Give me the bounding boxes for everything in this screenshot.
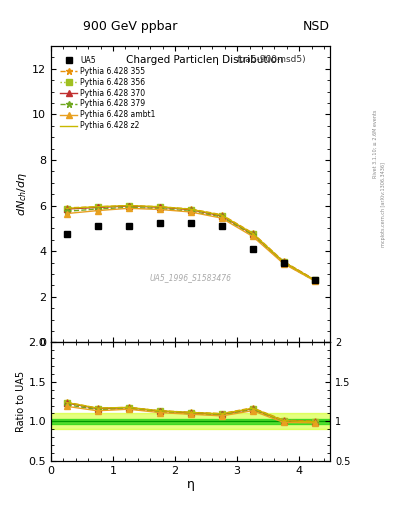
Pythia 6.428 355 <box>312 276 317 283</box>
Pythia 6.428 379 <box>157 205 162 211</box>
Pythia 6.428 z2 <box>157 204 162 210</box>
Pythia 6.428 355 <box>126 203 131 209</box>
Pythia 6.428 z2 <box>250 230 255 237</box>
Pythia 6.428 356 <box>157 204 162 210</box>
Pythia 6.428 356 <box>312 277 317 283</box>
Pythia 6.428 355 <box>157 204 162 210</box>
Pythia 6.428 370 <box>95 204 100 210</box>
Pythia 6.428 ambt1 <box>312 278 317 284</box>
UA5 <box>250 246 255 252</box>
Pythia 6.428 z2 <box>312 277 317 283</box>
Pythia 6.428 370 <box>312 277 317 283</box>
Pythia 6.428 370 <box>250 231 255 237</box>
Pythia 6.428 379 <box>312 278 317 284</box>
Line: UA5: UA5 <box>63 219 318 283</box>
X-axis label: η: η <box>187 478 195 492</box>
Pythia 6.428 355 <box>281 259 286 265</box>
Pythia 6.428 379 <box>281 260 286 266</box>
Line: Pythia 6.428 356: Pythia 6.428 356 <box>64 203 318 283</box>
Pythia 6.428 z2 <box>126 203 131 209</box>
Pythia 6.428 355 <box>250 230 255 236</box>
Text: 900 GeV ppbar: 900 GeV ppbar <box>83 20 177 33</box>
Pythia 6.428 370 <box>126 203 131 209</box>
Bar <box>51 419 330 423</box>
Pythia 6.428 356 <box>126 203 131 209</box>
Pythia 6.428 z2 <box>188 206 193 212</box>
Pythia 6.428 355 <box>64 205 69 211</box>
Pythia 6.428 356 <box>64 206 69 212</box>
Pythia 6.428 z2 <box>64 205 69 211</box>
Bar <box>51 413 330 429</box>
Text: NSD: NSD <box>303 20 330 33</box>
Y-axis label: Ratio to UA5: Ratio to UA5 <box>16 371 26 432</box>
Pythia 6.428 379 <box>64 208 69 215</box>
Pythia 6.428 ambt1 <box>64 210 69 217</box>
UA5 <box>312 276 317 283</box>
Pythia 6.428 370 <box>64 206 69 212</box>
Pythia 6.428 370 <box>281 259 286 265</box>
Y-axis label: $dN_{ch}/d\eta$: $dN_{ch}/d\eta$ <box>15 172 29 217</box>
Pythia 6.428 ambt1 <box>219 215 224 221</box>
Pythia 6.428 356 <box>95 204 100 210</box>
Pythia 6.428 379 <box>126 204 131 210</box>
Pythia 6.428 356 <box>188 207 193 213</box>
Pythia 6.428 ambt1 <box>250 233 255 240</box>
UA5 <box>281 260 286 266</box>
Text: Rivet 3.1.10; ≥ 2.6M events: Rivet 3.1.10; ≥ 2.6M events <box>373 109 378 178</box>
Pythia 6.428 355 <box>95 204 100 210</box>
Pythia 6.428 z2 <box>281 259 286 265</box>
UA5 <box>95 223 100 229</box>
Line: Pythia 6.428 355: Pythia 6.428 355 <box>63 202 318 283</box>
Line: Pythia 6.428 z2: Pythia 6.428 z2 <box>66 206 315 280</box>
UA5 <box>188 220 193 226</box>
Pythia 6.428 379 <box>188 208 193 215</box>
Pythia 6.428 370 <box>157 204 162 210</box>
Pythia 6.428 370 <box>219 213 224 219</box>
UA5 <box>219 223 224 229</box>
Pythia 6.428 356 <box>281 259 286 265</box>
Pythia 6.428 379 <box>250 232 255 238</box>
Pythia 6.428 ambt1 <box>281 261 286 267</box>
Text: (ua5-900-nsd5): (ua5-900-nsd5) <box>237 55 306 64</box>
Pythia 6.428 370 <box>188 207 193 213</box>
Pythia 6.428 379 <box>95 206 100 212</box>
UA5 <box>126 223 131 229</box>
Pythia 6.428 z2 <box>95 204 100 210</box>
Pythia 6.428 ambt1 <box>95 207 100 214</box>
Pythia 6.428 ambt1 <box>157 206 162 212</box>
Pythia 6.428 355 <box>188 206 193 212</box>
Pythia 6.428 ambt1 <box>188 209 193 215</box>
Pythia 6.428 355 <box>219 211 224 218</box>
Line: Pythia 6.428 ambt1: Pythia 6.428 ambt1 <box>64 205 318 284</box>
Pythia 6.428 356 <box>250 231 255 237</box>
UA5 <box>157 220 162 226</box>
UA5 <box>64 231 69 237</box>
Line: Pythia 6.428 370: Pythia 6.428 370 <box>64 203 318 283</box>
Pythia 6.428 379 <box>219 214 224 220</box>
Line: Pythia 6.428 379: Pythia 6.428 379 <box>63 204 318 284</box>
Pythia 6.428 ambt1 <box>126 205 131 211</box>
Legend: UA5, Pythia 6.428 355, Pythia 6.428 356, Pythia 6.428 370, Pythia 6.428 379, Pyt: UA5, Pythia 6.428 355, Pythia 6.428 356,… <box>61 56 156 130</box>
Text: Charged Particleη Distribution: Charged Particleη Distribution <box>126 55 283 65</box>
Pythia 6.428 z2 <box>219 212 224 218</box>
Pythia 6.428 356 <box>219 213 224 219</box>
Text: UA5_1996_S1583476: UA5_1996_S1583476 <box>150 272 231 282</box>
Text: mcplots.cern.ch [arXiv:1306.3436]: mcplots.cern.ch [arXiv:1306.3436] <box>381 162 386 247</box>
